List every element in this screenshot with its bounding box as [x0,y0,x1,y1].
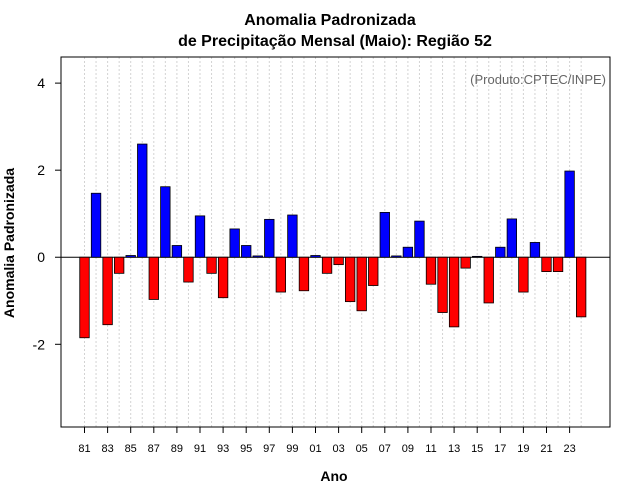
bar-10 [414,220,425,258]
y-tick-label: 2 [37,162,45,178]
bar-97 [264,218,275,258]
bar-96 [252,255,263,258]
bar-84 [114,256,125,274]
y-axis: -2 0 2 4 [33,75,61,352]
bar-88 [160,186,171,258]
bar-08 [391,255,402,258]
bar-94 [229,228,240,258]
bar-89 [171,245,183,258]
bar-03 [333,256,344,266]
bar-91 [194,215,206,258]
bar-18 [506,218,518,258]
bar-95 [241,245,252,258]
x-tick-label: 03 [332,443,344,455]
bar-82 [90,192,102,258]
bar-90 [183,256,194,283]
x-tick-label: 21 [540,443,552,455]
bar-15 [472,255,483,258]
bar-04 [344,256,356,303]
x-tick-label: 07 [379,443,391,455]
x-tick-label: 87 [148,443,160,455]
bar-00 [298,256,310,292]
y-tick-label: 0 [37,249,45,265]
bar-98 [275,256,287,293]
bar-23 [564,170,575,258]
bars [79,143,587,339]
x-tick-label: 15 [471,443,483,455]
bar-22 [552,256,564,272]
x-tick-label: 09 [402,443,414,455]
x-tick-label: 93 [217,443,229,455]
x-tick-label: 13 [448,443,460,455]
bar-05 [356,256,367,312]
x-tick-label: 17 [494,443,506,455]
bar-20 [529,242,541,258]
y-tick-label: 4 [37,75,45,91]
gridlines [84,57,582,427]
x-tick-label: 91 [194,443,206,455]
x-axis-label: Ano [320,468,347,484]
bar-81 [79,256,90,339]
x-tick-label: 01 [309,443,321,455]
bar-83 [102,256,113,326]
bar-87 [148,256,159,300]
bar-06 [368,256,379,286]
x-tick-label: 99 [286,443,298,455]
bar-01 [310,255,321,258]
y-axis-label: Anomalia Padronizada [1,168,17,318]
x-tick-label: 11 [425,443,436,455]
bar-21 [541,256,552,272]
x-tick-label: 85 [125,443,137,455]
bar-24 [576,256,587,318]
bar-09 [402,246,414,258]
bar-86 [137,143,148,258]
plot-frame [60,56,611,428]
x-tick-label: 23 [563,443,575,455]
x-tick-label: 19 [517,443,529,455]
bar-16 [483,256,494,304]
x-tick-label: 83 [101,443,113,455]
bar-99 [287,214,298,258]
bar-93 [217,256,229,299]
bar-85 [125,255,136,258]
x-tick-label: 97 [263,443,275,455]
bar-92 [206,256,217,274]
x-tick-label: 95 [240,443,252,455]
bar-19 [518,256,529,293]
bar-11 [425,256,437,285]
y-tick-label: -2 [33,336,46,352]
bar-13 [448,256,460,328]
x-tick-label: 89 [171,443,183,455]
bar-17 [495,246,506,258]
chart-title-line2: de Precipitação Mensal (Maio): Região 52 [178,33,492,50]
bar-14 [460,256,471,269]
bar-07 [379,211,390,258]
x-axis: 81 83 85 87 89 91 93 95 97 99 01 03 05 07 09 11 13 15 17 19… [78,427,576,455]
source-annotation: (Produto:CPTEC/INPE) [470,72,606,87]
chart-title-line1: Anomalia Padronizada [244,12,416,29]
bar-12 [437,256,448,313]
x-tick-label: 05 [356,443,368,455]
bar-02 [321,256,333,274]
x-tick-label: 81 [78,443,90,455]
